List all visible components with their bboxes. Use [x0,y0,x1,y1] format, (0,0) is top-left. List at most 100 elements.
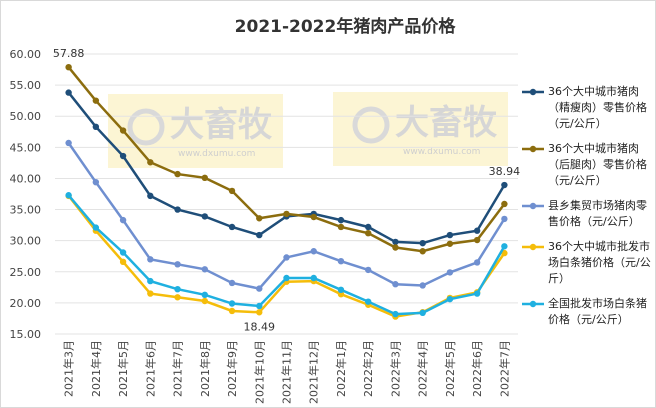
legend-marker [522,243,544,251]
x-tick-label: 2021年4月 [89,340,103,397]
x-tick-label: 2021年5月 [116,340,130,397]
data-point [256,231,263,239]
data-point [147,159,154,166]
legend-label: 36个大中城市批发市场白条猪价格（元/公斤） [548,240,651,285]
x-tick-label: 2022年2月 [361,340,375,397]
data-point [65,89,72,96]
x-tick-label: 2021年12月 [307,340,321,404]
data-point [147,256,154,263]
y-tick-label: 30.00 [10,235,42,248]
data-point [256,302,263,310]
data-point [419,309,426,317]
data-point [92,97,100,104]
data-point [310,274,317,282]
legend-label: 县乡集贸市场猪肉零售价格（元/公斤） [548,199,647,228]
data-point [147,277,154,285]
data-point [310,248,317,255]
data-point [174,206,181,213]
legend-dot [529,243,537,251]
legend-marker [522,88,544,96]
x-tick-label: 2022年6月 [470,340,484,397]
data-point [201,297,208,305]
data-point [337,258,345,265]
data-label: 38.94 [489,165,521,178]
data-point [174,286,181,293]
watermark-logo [352,106,390,144]
watermark-text: 大畜牧 [395,103,498,143]
data-point [473,290,481,297]
legend-marker [522,300,544,308]
y-tick-label: 55.00 [10,79,42,92]
y-tick-label: 25.00 [10,266,42,279]
x-tick-label: 2021年9月 [225,340,239,397]
x-tick-label: 2022年3月 [388,340,402,397]
legend-marker [522,145,544,153]
data-point [446,295,454,303]
legend: 36个大中城市猪肉（精瘦肉）零售价格（元/公斤） 36个大中城市猪肉（后腿肉）零售… [520,84,654,337]
data-point [473,236,481,244]
legend-marker [522,202,544,210]
data-point [283,254,290,261]
data-point [65,63,72,71]
data-point [92,178,100,186]
data-point [419,282,426,289]
legend-item: 36个大中城市猪肉（后腿肉）零售价格（元/公斤） [520,141,654,189]
legend-dot [529,88,537,96]
data-point [501,200,508,208]
y-tick-label: 20.00 [10,297,42,310]
data-point [392,238,399,246]
legend-label: 全国批发市场白条猪价格（元/公斤） [548,297,647,326]
data-point [92,123,100,130]
data-point [446,231,454,239]
y-tick-label: 15.00 [10,328,42,341]
x-tick-label: 2021年6月 [143,340,157,397]
data-point [501,215,508,223]
legend-label: 36个大中城市猪肉（精瘦肉）零售价格（元/公斤） [548,85,647,130]
data-point [119,127,127,134]
data-point [228,279,236,287]
watermark-box [108,94,283,168]
legend-dot [529,202,537,210]
watermark-text: 大畜牧 [170,105,273,145]
data-point [147,192,154,200]
data-point [119,258,127,266]
y-tick-label: 35.00 [10,204,42,217]
data-label: 57.88 [53,47,85,60]
y-tick-label: 45.00 [10,141,42,154]
data-point [65,192,72,199]
data-point [256,309,263,316]
data-point [501,243,508,250]
data-point [501,181,508,189]
chart-title: 2021-2022年猪肉产品价格 [235,16,457,37]
data-point [92,224,100,231]
data-point [228,300,236,307]
x-tick-label: 2021年10月 [252,340,266,404]
data-point [174,170,181,178]
data-point [256,215,263,222]
data-point [201,266,208,273]
legend-dot [529,145,537,153]
data-label: 18.49 [244,320,276,333]
legend-label: 36个大中城市猪肉（后腿肉）零售价格（元/公斤） [548,142,647,187]
legend-dot [529,300,537,308]
data-point [337,286,345,294]
data-point [446,269,454,276]
data-point [392,244,399,251]
data-point [201,174,208,182]
data-point [283,210,290,218]
watermark-url: www.dxumu.com [178,149,255,159]
data-point [365,266,372,274]
data-point [228,223,236,231]
y-tick-label: 50.00 [10,110,42,123]
data-point [174,261,181,268]
data-point [119,249,127,256]
data-point [419,248,426,255]
data-point [256,285,263,292]
data-point [365,298,372,305]
data-point [65,139,72,147]
x-tick-label: 2021年11月 [280,340,294,404]
legend-item: 县乡集贸市场猪肉零售价格（元/公斤） [520,198,654,230]
